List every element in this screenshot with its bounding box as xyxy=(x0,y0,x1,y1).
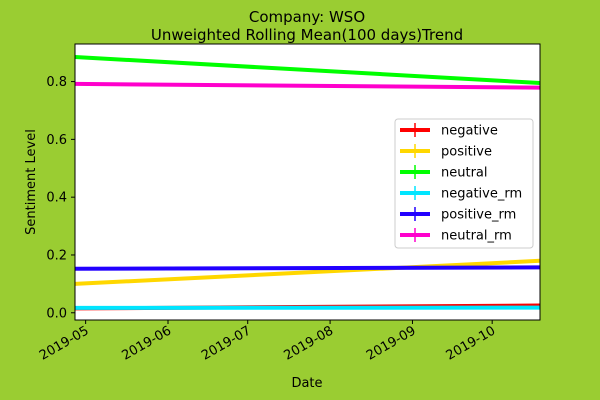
legend-label: positive_rm xyxy=(441,208,516,223)
series-line-neutral-rm xyxy=(74,81,541,90)
x-tick-label: 2019-05 xyxy=(37,323,92,363)
y-tick-label: 0.4 xyxy=(46,191,67,206)
legend-item-neutral: neutral xyxy=(400,165,488,181)
series-line-neutral xyxy=(74,55,541,85)
x-tick-label: 2019-07 xyxy=(199,323,254,363)
legend-label: neutral_rm xyxy=(441,229,512,244)
legend-label: negative_rm xyxy=(441,187,522,202)
series-line-positive-rm xyxy=(74,265,541,271)
x-tick-label: 2019-10 xyxy=(444,323,499,363)
x-axis-label: Date xyxy=(291,376,322,391)
legend-label: positive xyxy=(441,145,492,160)
series-layer xyxy=(74,55,541,311)
x-tick-label: 2019-06 xyxy=(119,323,174,363)
legend-item-negative-rm: negative_rm xyxy=(400,186,522,202)
y-tick-label: 0.6 xyxy=(46,133,67,148)
legend-label: negative xyxy=(441,124,498,139)
y-tick-label: 0.0 xyxy=(46,306,67,321)
chart-title: Company: WSO xyxy=(249,8,365,26)
legend: negative positive neutral negative_rmpositi… xyxy=(394,118,534,249)
y-tick-label: 0.8 xyxy=(46,75,67,90)
plot-frame xyxy=(74,43,541,321)
chart-subtitle: Unweighted Rolling Mean(100 days)Trend xyxy=(151,26,463,44)
series-line-positive xyxy=(74,258,541,286)
x-tick-label: 2019-09 xyxy=(364,323,419,363)
legend-item-negative: negative xyxy=(400,123,498,139)
legend-label: neutral xyxy=(441,166,488,181)
y-tick-label: 0.2 xyxy=(46,248,67,263)
y-axis-label: Sentiment Level xyxy=(24,129,39,235)
x-tick-label: 2019-08 xyxy=(282,323,337,363)
legend-item-positive: positive xyxy=(400,144,492,160)
legend-item-positive-rm: positive_rm xyxy=(400,207,516,223)
legend-item-neutral-rm: neutral_rm xyxy=(400,228,512,244)
